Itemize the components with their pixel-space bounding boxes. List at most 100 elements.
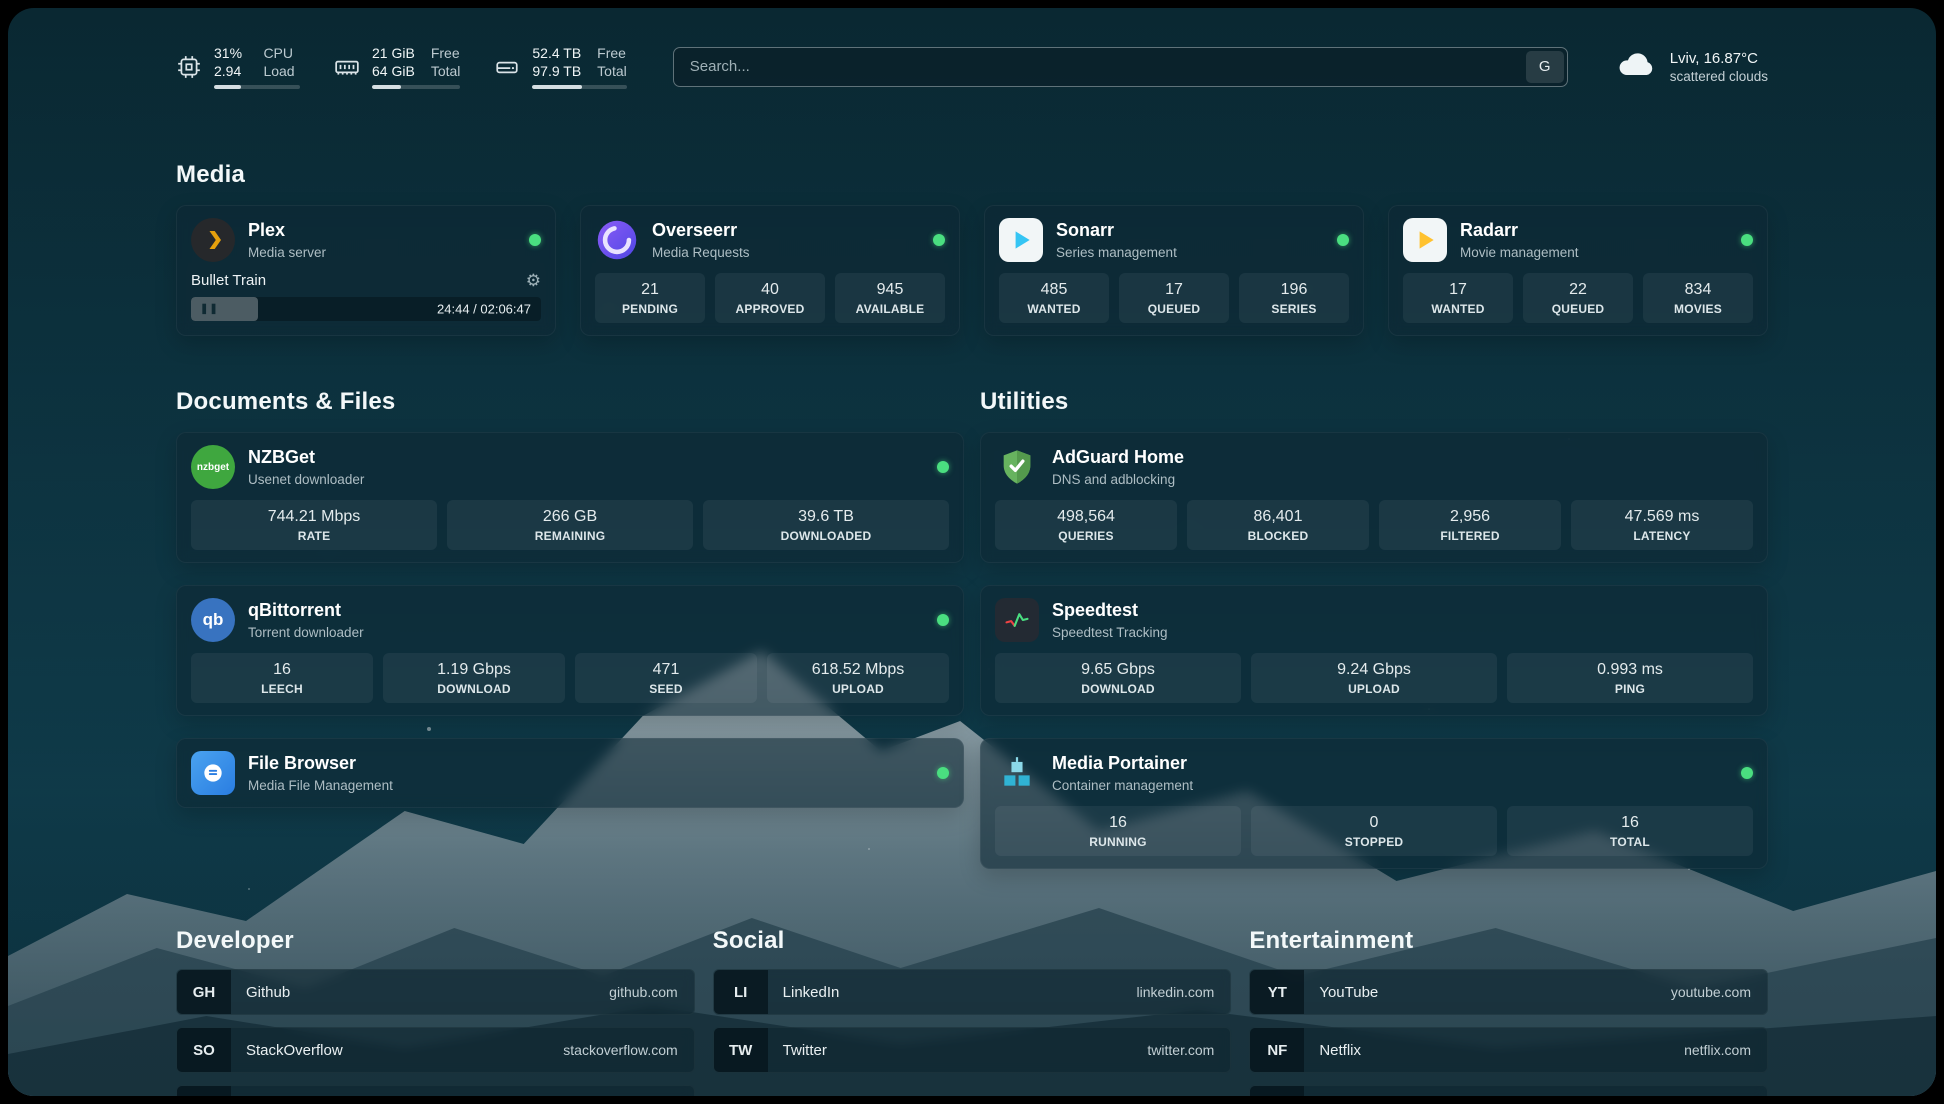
service-description: Media server xyxy=(248,244,327,260)
memory-icon xyxy=(334,54,360,80)
bookmark-group-entertainment: Entertainment YT YouTube youtube.com NF … xyxy=(1249,875,1768,1096)
bookmark-linkedin[interactable]: LI LinkedIn linkedin.com xyxy=(712,969,1232,1015)
bookmark-github[interactable]: GH Github github.com xyxy=(176,969,695,1015)
service-card-sonarr[interactable]: Sonarr Series management 485 WANTED 17 Q… xyxy=(984,205,1364,336)
cpu-load-label: Load xyxy=(263,63,295,79)
disk-free-label: Free xyxy=(597,44,626,61)
bookmark-stackoverflow[interactable]: SO StackOverflow stackoverflow.com xyxy=(176,1027,695,1073)
stat-tile: 485 WANTED xyxy=(999,273,1109,323)
cloud-icon xyxy=(1614,42,1658,91)
stat-tile: 39.6 TB DOWNLOADED xyxy=(703,500,949,550)
search-bar: G xyxy=(672,46,1568,87)
disk-stat: 52.4 TB Free 97.9 TB Total xyxy=(494,44,627,90)
cpu-load-value: 2.94 xyxy=(214,63,242,79)
pause-icon: ❚❚ xyxy=(200,303,219,315)
cpu-icon xyxy=(176,54,202,80)
memory-free-value: 21 GiB xyxy=(372,44,415,61)
service-card-portainer[interactable]: Media Portainer Container management 16 … xyxy=(980,738,1768,869)
bookmark-name: Github xyxy=(246,983,291,1001)
playback-progress-fill xyxy=(191,297,258,321)
service-name: Radarr xyxy=(1460,220,1519,241)
bookmark-url: github.com xyxy=(609,984,678,1000)
plex-icon xyxy=(191,218,235,262)
section-title-media: Media xyxy=(176,161,246,188)
service-description: Usenet downloader xyxy=(248,471,365,487)
bookmark-url: twitter.com xyxy=(1147,1042,1215,1058)
playback-progress-bar[interactable]: ❚❚ 24:44 / 02:06:47 xyxy=(191,297,541,321)
bookmark-group-developer: Developer GH Github github.com SO StackO… xyxy=(176,875,695,1096)
service-name: Overseerr xyxy=(652,220,738,241)
stat-tile: 40 APPROVED xyxy=(715,273,825,323)
service-card-plex[interactable]: Plex Media server Bullet Train ⚙ ❚❚ 24:4… xyxy=(176,205,556,336)
service-card-speedtest[interactable]: Speedtest Speedtest Tracking 9.65 Gbps D… xyxy=(980,585,1768,716)
status-dot xyxy=(933,234,945,246)
cpu-usage-value: 31% xyxy=(214,44,243,61)
service-name: File Browser xyxy=(248,753,357,774)
service-description: Movie management xyxy=(1460,244,1579,260)
dashboard-screen: 31% CPU 2.94 Load xyxy=(8,8,1936,1096)
bookmark-abbr: YT xyxy=(1250,970,1305,1014)
weather-widget[interactable]: Lviv, 16.87°C scattered clouds xyxy=(1614,42,1768,91)
memory-total-label: Total xyxy=(430,63,461,79)
status-dot xyxy=(529,234,541,246)
bookmark-abbr: LI xyxy=(713,970,768,1014)
bookmark-netflix[interactable]: NF Netflix netflix.com xyxy=(1249,1027,1768,1073)
bookmark-name: LinkedIn xyxy=(782,983,840,1001)
stat-tile: 744.21 Mbps RATE xyxy=(191,500,437,550)
nzbget-icon: nzbget xyxy=(191,445,235,489)
search-provider-button[interactable]: G xyxy=(1525,50,1564,83)
cpu-label: CPU xyxy=(263,44,293,61)
service-name: qBittorrent xyxy=(248,600,341,621)
stat-tile: 16 RUNNING xyxy=(995,806,1241,856)
service-card-overseerr[interactable]: Overseerr Media Requests 21 PENDING 40 A… xyxy=(580,205,960,336)
memory-progress-bar xyxy=(372,85,461,90)
search-input[interactable] xyxy=(672,46,1568,87)
section-title-social: Social xyxy=(712,927,785,954)
disk-total-label: Total xyxy=(597,63,627,79)
bookmark-youtube[interactable]: YT YouTube youtube.com xyxy=(1249,969,1768,1015)
system-stats: 31% CPU 2.94 Load xyxy=(176,44,627,90)
bookmark-twitter[interactable]: TW Twitter twitter.com xyxy=(712,1027,1232,1073)
settings-gear-icon[interactable]: ⚙ xyxy=(525,271,541,290)
bookmark-url: youtube.com xyxy=(1670,984,1751,1000)
service-description: Media File Management xyxy=(248,777,393,793)
service-card-filebrowser[interactable]: File Browser Media File Management xyxy=(176,738,964,808)
bookmark-abbr: RE xyxy=(1250,1086,1305,1096)
filebrowser-icon xyxy=(191,751,235,795)
bookmark-reddit[interactable]: RE Reddit reddit.com xyxy=(1249,1085,1768,1096)
service-description: Series management xyxy=(1056,244,1177,260)
weather-location: Lviv, 16.87°C xyxy=(1669,49,1758,67)
service-card-adguard[interactable]: AdGuard Home DNS and adblocking 498,564 … xyxy=(980,432,1768,563)
service-description: DNS and adblocking xyxy=(1052,471,1176,487)
bookmark-abbr: NF xyxy=(1250,1028,1305,1072)
bookmark-name: Netflix xyxy=(1319,1041,1362,1059)
service-description: Torrent downloader xyxy=(248,624,364,640)
status-dot xyxy=(1741,767,1753,779)
portainer-icon xyxy=(995,751,1039,795)
stat-tile: 1.19 Gbps DOWNLOAD xyxy=(383,653,565,703)
speedtest-icon xyxy=(995,598,1039,642)
stat-tile: 9.65 Gbps DOWNLOAD xyxy=(995,653,1241,703)
status-dot xyxy=(937,767,949,779)
adguard-icon xyxy=(995,445,1039,489)
stat-tile: 21 PENDING xyxy=(595,273,705,323)
section-title-documents: Documents & Files xyxy=(176,388,396,415)
service-card-qbittorrent[interactable]: qb qBittorrent Torrent downloader xyxy=(176,585,964,716)
bookmark-abbr: TW xyxy=(713,1028,768,1072)
service-name: Plex xyxy=(248,220,286,241)
bookmark-dev[interactable]: DT DEV dev.to xyxy=(176,1085,695,1096)
bookmark-name: Twitter xyxy=(782,1041,827,1059)
service-description: Container management xyxy=(1052,777,1194,793)
section-title-developer: Developer xyxy=(176,927,294,954)
status-dot xyxy=(937,461,949,473)
status-dot xyxy=(937,614,949,626)
service-name: NZBGet xyxy=(248,447,315,468)
stat-tile: 47.569 ms LATENCY xyxy=(1571,500,1753,550)
disk-icon xyxy=(494,54,520,80)
service-card-nzbget[interactable]: nzbget NZBGet Usenet downloader xyxy=(176,432,964,563)
playback-time: 24:44 / 02:06:47 xyxy=(437,301,531,317)
bookmark-group-social: Social LI LinkedIn linkedin.com TW Twitt… xyxy=(712,875,1232,1096)
service-card-radarr[interactable]: Radarr Movie management 17 WANTED 22 QUE… xyxy=(1388,205,1768,336)
radarr-icon xyxy=(1403,218,1447,262)
bookmark-abbr: GH xyxy=(177,970,231,1014)
